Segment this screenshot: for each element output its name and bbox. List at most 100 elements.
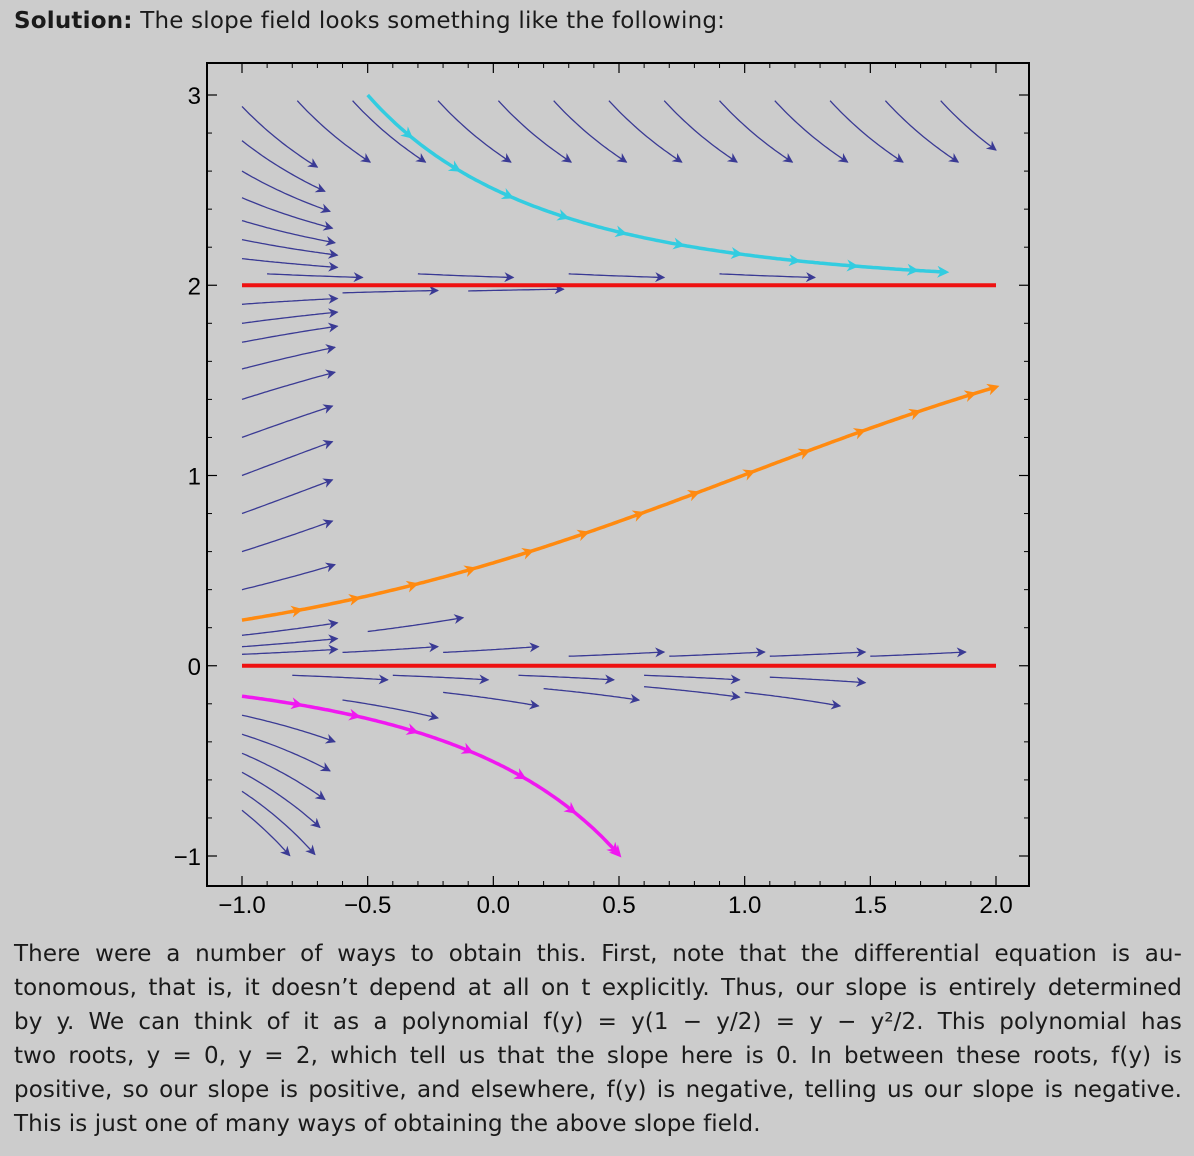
y-tick-label: 0 <box>188 654 201 681</box>
solution-curve-0-segment <box>681 243 744 259</box>
streamline <box>543 687 641 704</box>
streamline <box>870 647 967 658</box>
streamline <box>443 642 540 654</box>
streamline <box>553 100 628 163</box>
solution-label: Solution: <box>14 8 133 34</box>
solution-curve-1-segment <box>696 469 756 495</box>
solution-curve-0-segment <box>409 135 462 172</box>
streamline <box>719 100 794 163</box>
streamline <box>719 272 816 283</box>
solution-curve-1-segment <box>862 408 922 433</box>
streamline <box>443 691 540 710</box>
streamline <box>241 634 339 648</box>
streamline <box>241 322 339 343</box>
paragraph-line: positive, so our slope is positive, and … <box>14 1077 1182 1103</box>
paragraph-line: There were a number of ways to obtain th… <box>14 941 1182 967</box>
streamline <box>568 647 666 658</box>
streamline <box>342 699 439 721</box>
streamline <box>241 344 336 370</box>
axis-ticks: −1.0 −0.5 0.0 0.5 1.0 1.5 2.0 −1 0 1 2 3 <box>174 63 1029 919</box>
solution-intro: Solution: The slope field looks somethin… <box>14 8 725 34</box>
solution-curve-0-segment <box>797 259 859 272</box>
streamline <box>241 293 339 305</box>
streamline <box>437 100 512 163</box>
solution-curve-2-segment <box>522 775 577 814</box>
streamline <box>392 674 490 685</box>
plot-frame <box>206 62 1030 887</box>
streamline <box>241 369 336 401</box>
streamline <box>241 733 331 772</box>
solution-curve-1-segment <box>530 529 590 553</box>
streamline <box>241 644 339 655</box>
streamline <box>241 219 336 246</box>
streamline <box>241 752 326 801</box>
solution-curve-1-segment <box>641 489 701 515</box>
streamline <box>241 105 319 168</box>
solution-curve-2-segment <box>414 730 474 754</box>
solution-curve-2-segment <box>357 714 419 735</box>
streamline <box>241 238 339 259</box>
solution-curve-0-segment <box>855 263 920 276</box>
paragraph-line: tonomous, that is, it doesn’t depend at … <box>14 975 1182 1001</box>
streamline <box>769 676 867 687</box>
streamline <box>241 790 316 856</box>
streamline <box>644 686 741 701</box>
y-tick-label: 3 <box>188 83 201 110</box>
solution-curve-0-segment <box>739 252 801 267</box>
streamline <box>296 100 372 163</box>
paragraph-line: two roots, y = 0, y = 2, which tell us t… <box>14 1043 1182 1069</box>
slope-field-plot: −1.0 −0.5 0.0 0.5 1.0 1.5 2.0 −1 0 1 2 3 <box>174 62 1030 919</box>
explanation-paragraph: There were a number of ways to obtain th… <box>14 937 1182 1141</box>
streamline <box>241 619 339 636</box>
streamline <box>940 100 997 151</box>
solution-curve-0-segment <box>623 231 686 250</box>
x-tick-label: 2.0 <box>979 892 1012 919</box>
streamline <box>518 674 615 685</box>
x-tick-label: 0.0 <box>477 892 510 919</box>
streamline <box>267 272 364 283</box>
slope-field-streamlines <box>241 100 997 857</box>
streamline <box>744 691 842 710</box>
solution-curve-1-segment <box>299 593 362 612</box>
streamline <box>241 404 334 439</box>
solution-curve-0-segment <box>510 195 570 221</box>
streamline <box>241 170 331 214</box>
streamline <box>669 647 766 658</box>
streamline <box>241 478 334 515</box>
solution-curve-1-segment <box>241 605 304 622</box>
equilibrium-lines <box>242 283 996 668</box>
streamline <box>417 272 515 283</box>
streamline <box>241 197 334 231</box>
solution-curve-0-segment <box>565 215 628 238</box>
streamline <box>568 272 666 283</box>
y-tick-label: 1 <box>188 464 201 491</box>
streamline <box>241 809 291 857</box>
solution-curve-1-segment <box>414 565 477 587</box>
solution-curve-1-segment <box>806 428 867 453</box>
x-tick-label: 1.5 <box>854 892 887 919</box>
streamline <box>241 771 321 829</box>
x-tick-label: 1.0 <box>728 892 761 919</box>
solution-curves <box>241 93 1000 858</box>
streamline <box>241 519 334 553</box>
solution-curve-2-segment <box>470 749 527 780</box>
solution-intro-text: The slope field looks something like the… <box>132 8 726 34</box>
streamline <box>241 257 339 272</box>
solution-curve-0-segment <box>915 265 950 278</box>
streamline <box>468 284 565 295</box>
solution-curve-1-segment <box>357 580 419 600</box>
paragraph-line: This is just one of many ways of obtaini… <box>14 1111 761 1137</box>
streamline <box>884 100 960 163</box>
x-tick-label: −0.5 <box>344 892 391 919</box>
streamline <box>342 642 439 654</box>
streamline <box>352 100 427 163</box>
streamline <box>644 674 741 685</box>
streamline <box>367 614 465 633</box>
solution-curve-0-segment <box>366 93 414 139</box>
streamline <box>663 100 738 163</box>
solution-curve-2-segment <box>241 694 304 710</box>
streamline <box>241 308 339 324</box>
solution-curve-1-segment <box>917 390 977 414</box>
streamline <box>497 100 573 163</box>
solution-curve-2-segment <box>608 844 622 858</box>
